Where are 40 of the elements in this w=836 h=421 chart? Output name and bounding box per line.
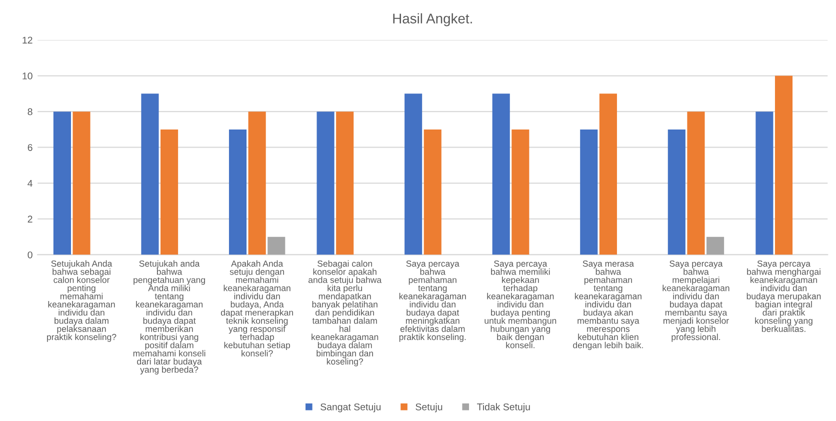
bar [668,129,686,255]
bar [706,236,724,255]
bar [336,112,354,255]
y-tick-label: 2 [28,216,32,222]
y-tick-label: 4 [28,180,32,187]
bar [599,94,617,255]
bar [774,76,793,255]
category-label: Apakah Anda setuju dengan memahami keanekaragaman individu dan budaya, Anda dapat menerapkan teknik konseling yang responsif terhadap kebutuhan setiap konseli? [220,260,293,356]
category-label: Saya percaya bahwa mempelajari keanekaragaman individu dan budaya dapat membantu saya menjadi konselor yang lebih professional. [662,260,730,342]
category-label: Setujukah anda bahwa pengetahuan yang Anda miliki tentang keanekaragaman individu dan budaya dapat memberikan kontribusi yang positif dalam memahami konseli dari latar budaya yang berbeda? [133,260,206,374]
y-tick-label: 6 [28,144,32,151]
bar [512,129,530,255]
chart-title: Hasil Angket. [393,13,472,26]
category-label: Saya percaya bahwa menghargai keanekaragaman individu dan budaya merupakan bagian integral dari praktik konseling yang berkualitas. [746,260,821,332]
bar [141,94,159,255]
bar [404,94,422,255]
category-label: Setujukah Anda bahwa sebagai calon konselor penting memahami keanekaragaman individu dan budaya dalam pelaksanaan praktik konseling? [47,260,116,342]
legend-label: Tidak Setuju [477,403,530,412]
bar [160,129,178,255]
bar [687,112,705,255]
legend-label: Sangat Setuju [320,403,381,412]
bar [756,112,774,255]
y-tick-label: 0 [28,251,32,258]
bar [492,94,510,255]
legend-label: Setuju [416,403,442,412]
bar [268,236,286,255]
category-label: Saya merasa bahwa pemahaman tentang keanekaragaman individu dan budaya akan membantu saya merespons kebutuhan klien dengan lebih baik. [573,260,643,350]
category-label: Saya percaya bahwa pemahaman tentang keanekaragaman individu dan budaya dapat meningkatkan efektivitas dalam praktik konseling. [399,260,466,342]
bar [424,129,442,255]
y-tick-label: 8 [28,108,32,116]
category-label: Sebagai calon konselor apakah anda setuju bahwa kita perlu mendapatkan banyak pelatihan dan pendidikan tambahan dalam hal keanekaragaman budaya dalam bimbingan dan koseling? [308,260,382,366]
bar [53,112,71,255]
bar [228,129,247,255]
y-tick-label: 10 [22,72,32,80]
category-label: Saya percaya bahwa memiliki kepekaan terhadap keanekaragaman individu dan budaya penting untuk membangun hubungan yang baik dengan konseli. [484,260,556,348]
bar [316,112,334,255]
y-tick-label: 12 [22,36,32,44]
bar [580,129,598,255]
bar [72,112,90,255]
bar [248,112,266,255]
